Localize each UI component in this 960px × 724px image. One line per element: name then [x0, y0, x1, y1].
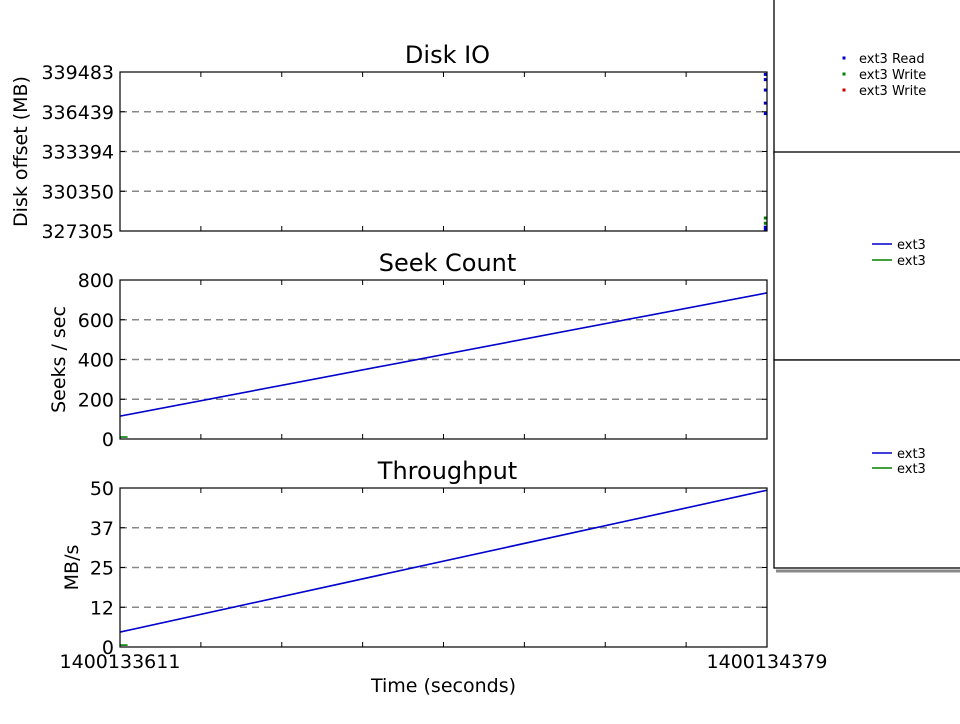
legend-marker [842, 72, 846, 76]
y-tick-label: 600 [78, 310, 114, 332]
y-tick-label: 37 [90, 518, 114, 540]
y-tick-label: 333394 [41, 142, 114, 164]
y-tick-label: 330350 [41, 181, 114, 203]
y-tick-label: 400 [78, 350, 114, 372]
axes-frame [119, 279, 768, 440]
data-point [763, 216, 767, 220]
legend-marker [842, 88, 846, 92]
legend-label: ext3 Write [859, 84, 926, 99]
y-tick-label: 0 [102, 637, 114, 659]
legend-label: ext3 [897, 462, 926, 477]
chart-title: Disk IO [405, 41, 490, 69]
legend-label: ext3 [897, 447, 926, 462]
x-axis-label: Time (seconds) [370, 675, 516, 697]
plot-area [120, 72, 767, 231]
y-tick-label: 336439 [41, 102, 114, 124]
y-tick-label: 327305 [41, 221, 114, 243]
data-point [763, 228, 767, 232]
axes-frame [119, 71, 768, 232]
x-tick-label: 1400134379 [707, 651, 828, 673]
data-point [763, 72, 767, 76]
legend-label: ext3 Read [859, 52, 925, 67]
data-point [763, 101, 767, 105]
y-tick-label: 12 [90, 597, 114, 619]
chart-title: Throughput [377, 457, 517, 485]
x-tick-label: 1400133611 [60, 651, 181, 673]
data-point [763, 78, 767, 82]
series-line [119, 489, 768, 633]
data-point [763, 112, 767, 116]
legend-box [773, 359, 960, 569]
y-tick-label: 200 [78, 389, 114, 411]
legend-label: ext3 [897, 254, 926, 269]
data-point [763, 88, 767, 92]
y-axis-label: Disk offset (MB) [10, 76, 32, 227]
data-point [763, 221, 767, 225]
y-axis-label: Seeks / sec [48, 306, 70, 413]
y-axis-label: MB/s [61, 545, 83, 591]
legend-label: ext3 Write [859, 68, 926, 83]
y-tick-label: 0 [102, 429, 114, 451]
legend-box [773, 0, 960, 154]
y-tick-label: 800 [78, 270, 114, 292]
plot-area [120, 280, 767, 439]
legend-label: ext3 [897, 238, 926, 253]
y-tick-label: 25 [90, 558, 114, 580]
y-tick-label: 50 [90, 478, 114, 500]
legend-marker [842, 56, 846, 60]
data-point [763, 225, 767, 229]
y-tick-label: 339483 [41, 62, 114, 84]
series-line [119, 292, 768, 417]
axes-frame [119, 487, 768, 648]
legend-box [773, 151, 960, 361]
chart-title: Seek Count [379, 249, 517, 277]
